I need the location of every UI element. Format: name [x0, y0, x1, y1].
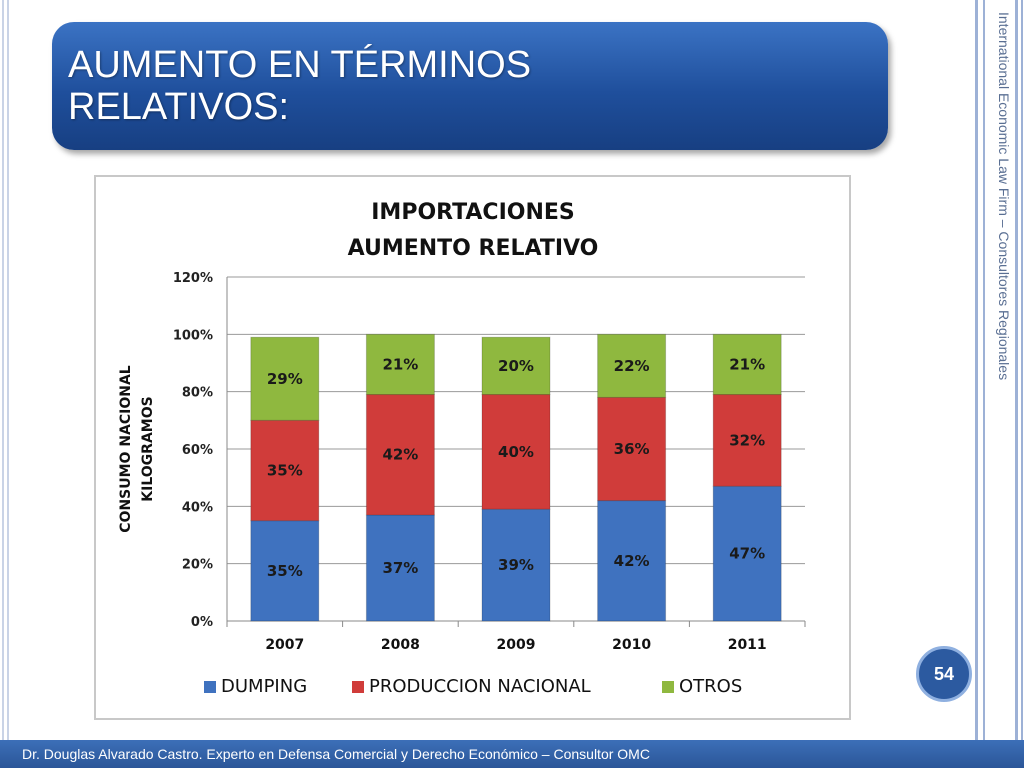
bar-segment — [365, 394, 435, 516]
data-label: 42% — [614, 552, 650, 570]
bar-segment — [597, 333, 667, 398]
bar-segment — [712, 394, 782, 487]
x-tick-label: 2011 — [728, 637, 767, 653]
y-tick-label: 0% — [191, 615, 213, 630]
bar-segment — [597, 500, 667, 622]
y-axis-label-line: CONSUMO NACIONAL — [118, 365, 134, 533]
data-label: 20% — [498, 357, 534, 375]
data-label: 29% — [267, 370, 303, 388]
footer-bar: Dr. Douglas Alvarado Castro. Experto en … — [0, 740, 1024, 768]
y-axis-label-line: KILOGRAMOS — [140, 396, 156, 501]
bar-segment — [712, 333, 782, 396]
left-decor-stripes — [0, 0, 14, 740]
bar-segment — [250, 520, 320, 622]
y-tick-label: 120% — [173, 271, 213, 286]
chart-frame: IMPORTACIONES AUMENTO RELATIVO 0% 20% 40% 60%… — [94, 175, 851, 720]
bar-segment — [250, 419, 320, 522]
data-label: 21% — [729, 355, 765, 373]
x-tick-label: 2010 — [612, 637, 651, 653]
legend-swatch — [662, 681, 674, 693]
page-number-badge: 54 — [916, 646, 972, 702]
chart-title-line: AUMENTO RELATIVO — [348, 236, 599, 261]
bar-segment — [597, 396, 667, 502]
data-label: 42% — [382, 446, 418, 464]
chart-title-line: IMPORTACIONES — [371, 200, 575, 225]
data-label: 39% — [498, 556, 534, 574]
bar-segment — [250, 336, 320, 421]
bar-segment — [365, 514, 435, 622]
slide-title-line2: RELATIVOS: — [68, 86, 290, 128]
y-tick-label: 40% — [182, 500, 213, 515]
data-label: 21% — [382, 355, 418, 373]
data-label: 35% — [267, 462, 303, 480]
data-label: 22% — [614, 357, 650, 375]
x-tick-label: 2008 — [381, 637, 420, 653]
data-label: 40% — [498, 443, 534, 461]
y-tick-label: 80% — [182, 386, 213, 401]
bar-segment — [481, 394, 551, 510]
x-tick-label: 2009 — [497, 637, 536, 653]
data-label: 32% — [729, 431, 765, 449]
footer-text: Dr. Douglas Alvarado Castro. Experto en … — [22, 746, 650, 762]
legend-label: PRODUCCION NACIONAL — [369, 676, 591, 697]
x-tick-label: 2007 — [265, 637, 304, 653]
legend-label: DUMPING — [221, 676, 307, 697]
title-banner — [52, 22, 888, 150]
bar-segment — [712, 485, 782, 622]
slide-title: AUMENTO EN TÉRMINOS RELATIVOS: — [68, 44, 668, 128]
slide-title-line1: AUMENTO EN TÉRMINOS — [68, 44, 532, 86]
data-label: 37% — [382, 559, 418, 577]
legend-label: OTROS — [679, 676, 742, 697]
stacked-bar-chart: IMPORTACIONES AUMENTO RELATIVO 0% 20% 40% 60%… — [118, 200, 806, 697]
bar-segment — [365, 333, 435, 396]
legend-swatch — [352, 681, 364, 693]
side-firm-text: International Economic Law Firm – Consul… — [996, 12, 1012, 381]
right-decor-stripes — [975, 0, 1024, 740]
y-tick-label: 100% — [173, 328, 213, 343]
data-label: 35% — [267, 562, 303, 580]
y-tick-label: 60% — [182, 443, 213, 458]
data-label: 36% — [614, 440, 650, 458]
y-tick-label: 20% — [182, 558, 213, 573]
legend-swatch — [204, 681, 216, 693]
data-label: 47% — [729, 545, 765, 563]
bar-segment — [481, 336, 551, 396]
bar-segment — [481, 508, 551, 622]
